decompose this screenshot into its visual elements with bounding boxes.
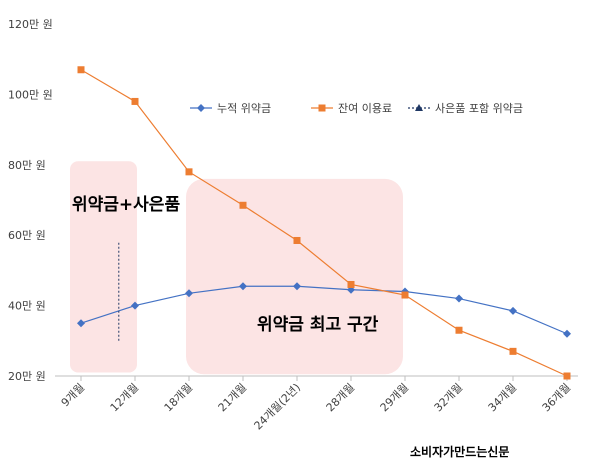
y-tick-label: 120만 원 <box>8 18 53 31</box>
data-point <box>293 236 301 244</box>
legend-label: 누적 위약금 <box>217 101 271 115</box>
data-point <box>509 306 517 315</box>
annotation-gift-label: 위약금+사은품 <box>72 194 180 215</box>
data-point <box>131 301 139 310</box>
legend-item: 누적 위약금 <box>190 101 271 115</box>
highlight-region-gift <box>70 161 137 373</box>
x-tick-label: 21개월 <box>216 381 249 414</box>
highlight-region-max-penalty <box>186 178 403 375</box>
x-tick-label: 34개월 <box>486 381 519 414</box>
data-point <box>77 66 85 74</box>
legend-item: 사은품 포함 위약금 <box>408 101 523 115</box>
series-layer <box>77 66 571 380</box>
data-point <box>77 319 85 328</box>
series-line <box>80 69 568 377</box>
data-point <box>563 372 571 380</box>
source-label: 소비자가만드는신문 <box>410 444 509 459</box>
y-tick-label: 80만 원 <box>8 159 46 172</box>
data-point <box>293 282 301 291</box>
data-point <box>239 201 247 209</box>
data-point <box>509 347 517 355</box>
legend-marker <box>318 104 326 112</box>
highlight-regions <box>70 161 403 375</box>
data-point <box>347 280 355 288</box>
y-tick-label: 60만 원 <box>8 229 46 242</box>
legend-item: 잔여 이용료 <box>311 102 392 115</box>
data-point <box>185 168 193 176</box>
data-point <box>455 294 463 303</box>
x-tick-label: 18개월 <box>162 381 195 414</box>
legend: 누적 위약금 잔여 이용료 사은품 포함 위약금 <box>190 101 523 115</box>
data-point <box>185 289 193 298</box>
data-point <box>239 282 247 291</box>
x-tick-label: 29개월 <box>378 381 411 414</box>
legend-label: 잔여 이용료 <box>338 102 392 115</box>
legend-label: 사은품 포함 위약금 <box>435 101 523 115</box>
y-tick-label: 100만 원 <box>8 88 53 101</box>
x-tick-label: 24개월(2년) <box>252 381 304 433</box>
legend-marker <box>415 104 423 111</box>
series-line <box>80 285 568 335</box>
x-tick-label: 36개월 <box>540 381 573 414</box>
series-1 <box>77 66 571 380</box>
x-tick-label: 12개월 <box>108 381 141 414</box>
data-point <box>563 329 571 338</box>
y-tick-label: 20만 원 <box>8 370 46 383</box>
legend-marker <box>197 104 205 112</box>
data-point <box>401 291 409 299</box>
x-tick-label: 9개월 <box>59 381 87 409</box>
data-point <box>455 326 463 334</box>
y-tick-label: 40만 원 <box>8 300 46 313</box>
data-point <box>131 97 139 105</box>
annotation-max-penalty-label: 위약금 최고 구간 <box>257 314 379 335</box>
x-tick-label: 32개월 <box>432 381 465 414</box>
x-tick-label: 28개월 <box>324 381 357 414</box>
